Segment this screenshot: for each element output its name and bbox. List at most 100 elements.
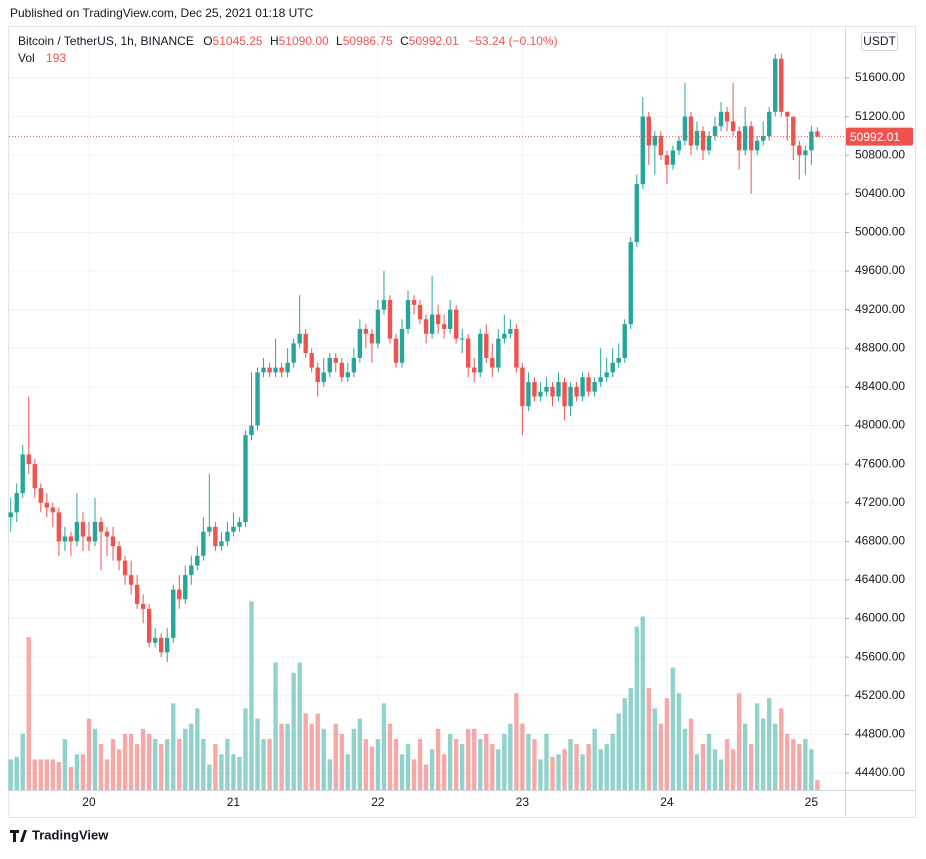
volume-bar: [466, 728, 471, 790]
candle-body: [417, 304, 423, 320]
volume-bar: [598, 749, 603, 790]
published-note: Published on TradingView.com, Dec 25, 20…: [10, 6, 314, 20]
candle-body: [785, 111, 790, 117]
candle-body: [423, 319, 429, 334]
candle-body: [14, 493, 19, 513]
volume-bar: [86, 718, 92, 790]
candle-body: [68, 536, 74, 542]
volume-bar: [213, 744, 218, 790]
candle-body: [652, 135, 658, 146]
candle-body: [550, 386, 555, 397]
last-price-label: 50992.01: [850, 130, 900, 144]
volume-bar: [622, 698, 627, 790]
volume-bar: [550, 756, 555, 790]
candle-body: [327, 357, 332, 373]
y-tick-label: 46800.00: [855, 534, 905, 548]
volume-bar: [291, 672, 296, 790]
candle-body: [815, 131, 820, 137]
candle-body: [664, 155, 670, 165]
volume-bar: [183, 728, 188, 790]
candle-body: [478, 333, 483, 373]
volume-bar: [44, 759, 50, 790]
volume-bar: [815, 780, 820, 790]
volume-bar: [321, 728, 326, 790]
candle-body: [267, 367, 272, 373]
candle-body: [375, 309, 381, 344]
volume-bar: [309, 723, 314, 790]
candle-body: [556, 382, 561, 397]
volume-bar: [417, 739, 423, 790]
candle-body: [50, 507, 56, 513]
y-tick-label: 48800.00: [855, 340, 905, 354]
volume-bar: [399, 754, 405, 790]
volume-bar: [405, 744, 411, 790]
volume-bar: [496, 749, 501, 790]
candle-body: [207, 526, 212, 532]
volume-bar: [785, 733, 790, 790]
volume-bar: [646, 688, 652, 790]
volume-bar: [122, 733, 128, 790]
volume-bar: [658, 723, 664, 790]
volume-bar: [315, 713, 320, 790]
volume-bar: [586, 744, 591, 790]
volume-bar: [146, 733, 152, 790]
currency-badge[interactable]: [861, 32, 898, 51]
volume-bar: [38, 759, 43, 790]
candle-body: [502, 333, 507, 339]
candle-body: [80, 522, 86, 537]
candle-body: [219, 541, 224, 547]
volume-bar: [177, 739, 182, 790]
volume-bar: [243, 708, 248, 790]
volume-bar: [279, 723, 284, 790]
x-tick-label: 23: [516, 795, 530, 809]
y-tick-label: 44400.00: [855, 765, 905, 779]
volume-legend: Vol 193: [18, 51, 66, 65]
volume-bar: [393, 739, 399, 790]
y-tick-label: 45200.00: [855, 688, 905, 702]
candle-body: [544, 386, 549, 392]
candle-body: [56, 512, 62, 542]
volume-bar: [261, 739, 266, 790]
candle-body: [682, 116, 688, 141]
volume-bar: [345, 754, 351, 790]
candle-body: [562, 382, 567, 407]
candle-body: [128, 575, 134, 585]
y-tick-label: 51600.00: [855, 70, 905, 84]
x-tick-label: 20: [82, 795, 96, 809]
candle-body: [393, 338, 399, 363]
candle-body: [309, 353, 314, 368]
volume-bar: [435, 728, 441, 790]
volume-bar: [429, 749, 435, 790]
candle-body: [345, 372, 351, 378]
candle-body: [411, 300, 417, 305]
volume-bar: [26, 637, 31, 790]
volume-bar: [92, 728, 98, 790]
candle-body: [670, 150, 676, 165]
candle-body: [779, 58, 784, 112]
candle-body: [20, 454, 25, 494]
candle-body: [74, 522, 80, 542]
volume-bar: [748, 744, 754, 790]
volume-bar: [682, 728, 688, 790]
volume-bar: [441, 754, 447, 790]
volume-bar: [670, 667, 676, 790]
volume-bar: [761, 718, 766, 790]
y-tick-label: 48000.00: [855, 418, 905, 432]
chart-frame: [8, 26, 916, 818]
volume-bar: [267, 739, 272, 790]
candle-body: [736, 131, 742, 151]
volume-bar: [303, 713, 308, 790]
candle-body: [32, 464, 37, 489]
y-tick-label: 47600.00: [855, 456, 905, 470]
volume-bar: [285, 723, 290, 790]
candle-body: [514, 328, 519, 368]
volume-bar: [754, 703, 760, 790]
volume-bar: [140, 728, 146, 790]
candle-body: [676, 140, 682, 151]
axes: 44400.00 44800.00 45200.00 45600.00 46000.00…: [9, 70, 913, 809]
candle-body: [369, 333, 375, 344]
currency-label[interactable]: USDT: [863, 34, 896, 48]
volume-bar: [32, 759, 37, 790]
volume-bar: [568, 739, 573, 790]
volume-bar: [724, 739, 730, 790]
